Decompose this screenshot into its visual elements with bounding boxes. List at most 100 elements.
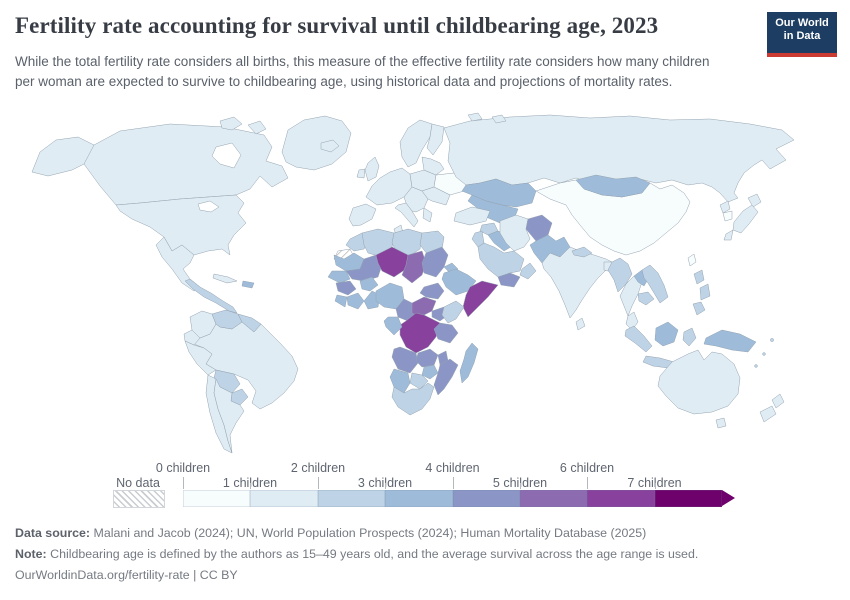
region-iberia[interactable] xyxy=(348,203,377,227)
island-luzon[interactable] xyxy=(693,269,705,285)
country-venezuela[interactable] xyxy=(211,309,243,330)
country-botswana[interactable] xyxy=(409,372,429,390)
country-ecuador[interactable] xyxy=(183,329,201,346)
arctic-island-severnaya[interactable] xyxy=(491,114,507,124)
legend-color-bar[interactable] xyxy=(183,490,723,507)
country-kenya[interactable] xyxy=(441,300,465,324)
country-south-africa[interactable] xyxy=(391,382,435,416)
great-lakes xyxy=(197,200,220,213)
country-madagascar[interactable] xyxy=(459,342,479,384)
arctic-island[interactable] xyxy=(247,120,267,135)
island-tasmania[interactable] xyxy=(715,417,727,429)
country-oman[interactable] xyxy=(519,262,537,280)
country-drc[interactable] xyxy=(399,312,441,354)
country-australia[interactable] xyxy=(657,349,741,415)
legend-swatch-5[interactable] xyxy=(519,490,588,507)
legend-swatch-6[interactable] xyxy=(587,490,655,507)
legend-tickmark-1 xyxy=(250,483,251,489)
legend-tickmark-0 xyxy=(183,477,184,489)
country-namibia[interactable] xyxy=(389,368,411,394)
country-mongolia[interactable] xyxy=(575,174,651,198)
country-south-sudan[interactable] xyxy=(419,282,445,300)
country-japan-honshu[interactable] xyxy=(732,204,759,234)
country-japan-kyushu[interactable] xyxy=(723,229,734,241)
region-guyanas[interactable] xyxy=(237,313,262,333)
country-libya[interactable] xyxy=(391,228,423,258)
country-yemen[interactable] xyxy=(497,272,521,288)
country-tanzania[interactable] xyxy=(433,322,459,344)
legend-swatch-4[interactable] xyxy=(452,490,520,507)
legend-swatch-1[interactable] xyxy=(250,490,318,507)
country-zimbabwe[interactable] xyxy=(421,364,439,380)
island-hispaniola[interactable] xyxy=(241,280,255,289)
country-nepal[interactable] xyxy=(571,246,593,258)
country-somalia[interactable] xyxy=(462,280,499,318)
country-greece[interactable] xyxy=(422,207,433,223)
country-north-korea[interactable] xyxy=(719,200,731,214)
legend-no-data-swatch[interactable] xyxy=(113,490,165,508)
country-mozambique[interactable] xyxy=(433,358,459,396)
country-burkina-faso[interactable] xyxy=(359,276,379,292)
arctic-island-novaya[interactable] xyxy=(467,112,483,122)
country-south-korea[interactable] xyxy=(722,210,733,222)
country-zambia[interactable] xyxy=(415,348,439,368)
country-japan-hokkaido[interactable] xyxy=(747,193,762,208)
island-sumatra[interactable] xyxy=(624,325,653,353)
country-guinea[interactable] xyxy=(335,280,357,296)
island-borneo[interactable] xyxy=(654,321,679,347)
country-chad[interactable] xyxy=(401,250,427,284)
island-fiji[interactable] xyxy=(770,338,774,342)
legend-swatch-3[interactable] xyxy=(385,490,453,507)
country-romania[interactable] xyxy=(421,186,451,206)
country-peru[interactable] xyxy=(184,340,217,376)
legend-swatch-2[interactable] xyxy=(317,490,386,507)
country-iceland[interactable] xyxy=(320,139,340,153)
country-india[interactable] xyxy=(541,246,613,319)
region-central-america[interactable] xyxy=(184,278,238,314)
country-finland[interactable] xyxy=(426,123,445,156)
page-title: Fertility rate accounting for survival u… xyxy=(15,13,659,38)
country-malaysia[interactable] xyxy=(625,311,639,331)
nz-north-island[interactable] xyxy=(771,393,785,409)
country-cuba[interactable] xyxy=(212,273,238,284)
country-argentina[interactable] xyxy=(213,378,245,454)
legend-swatch-0[interactable] xyxy=(183,490,251,507)
country-turkey[interactable] xyxy=(453,206,491,226)
country-angola[interactable] xyxy=(391,346,419,374)
baffin-island[interactable] xyxy=(219,116,243,131)
country-alaska[interactable] xyxy=(31,136,95,177)
country-iran[interactable] xyxy=(499,214,531,252)
country-ireland[interactable] xyxy=(356,168,366,179)
legend-swatch-7[interactable] xyxy=(654,490,723,507)
region-sierra-leone-liberia[interactable] xyxy=(334,294,348,308)
country-senegal[interactable] xyxy=(327,270,351,284)
island-new-guinea[interactable] xyxy=(703,329,757,353)
country-taiwan[interactable] xyxy=(687,253,697,267)
country-saudi-arabia[interactable] xyxy=(477,242,525,278)
data-source-line: Data source: Malani and Jacob (2024); UN… xyxy=(15,523,815,544)
owid-logo[interactable]: Our World in Data xyxy=(767,12,837,57)
region-congo-gabon[interactable] xyxy=(383,316,403,336)
island-new-caledonia[interactable] xyxy=(754,364,758,368)
data-source-text: Malani and Jacob (2024); UN, World Popul… xyxy=(90,526,647,540)
country-cambodia[interactable] xyxy=(637,291,655,306)
nz-south-island[interactable] xyxy=(759,405,777,423)
legend-tickmark-3 xyxy=(385,483,386,489)
citation-link[interactable]: OurWorldinData.org/fertility-rate xyxy=(15,568,190,582)
country-sri-lanka[interactable] xyxy=(575,317,586,331)
island-visayas[interactable] xyxy=(699,283,711,301)
country-ivory-coast[interactable] xyxy=(346,292,365,310)
country-uk[interactable] xyxy=(364,156,380,182)
country-sudan[interactable] xyxy=(421,246,449,278)
country-niger[interactable] xyxy=(375,246,409,278)
island-mindanao[interactable] xyxy=(692,301,706,316)
region-belarus-baltics[interactable] xyxy=(421,156,445,176)
legend-tick-2: 2 children xyxy=(290,461,346,475)
island-sulawesi[interactable] xyxy=(682,327,697,347)
island-vanuatu[interactable] xyxy=(762,352,766,356)
country-canada[interactable] xyxy=(83,123,289,206)
world-map[interactable] xyxy=(20,112,830,460)
country-greenland[interactable] xyxy=(281,115,352,171)
country-vietnam[interactable] xyxy=(641,264,669,304)
